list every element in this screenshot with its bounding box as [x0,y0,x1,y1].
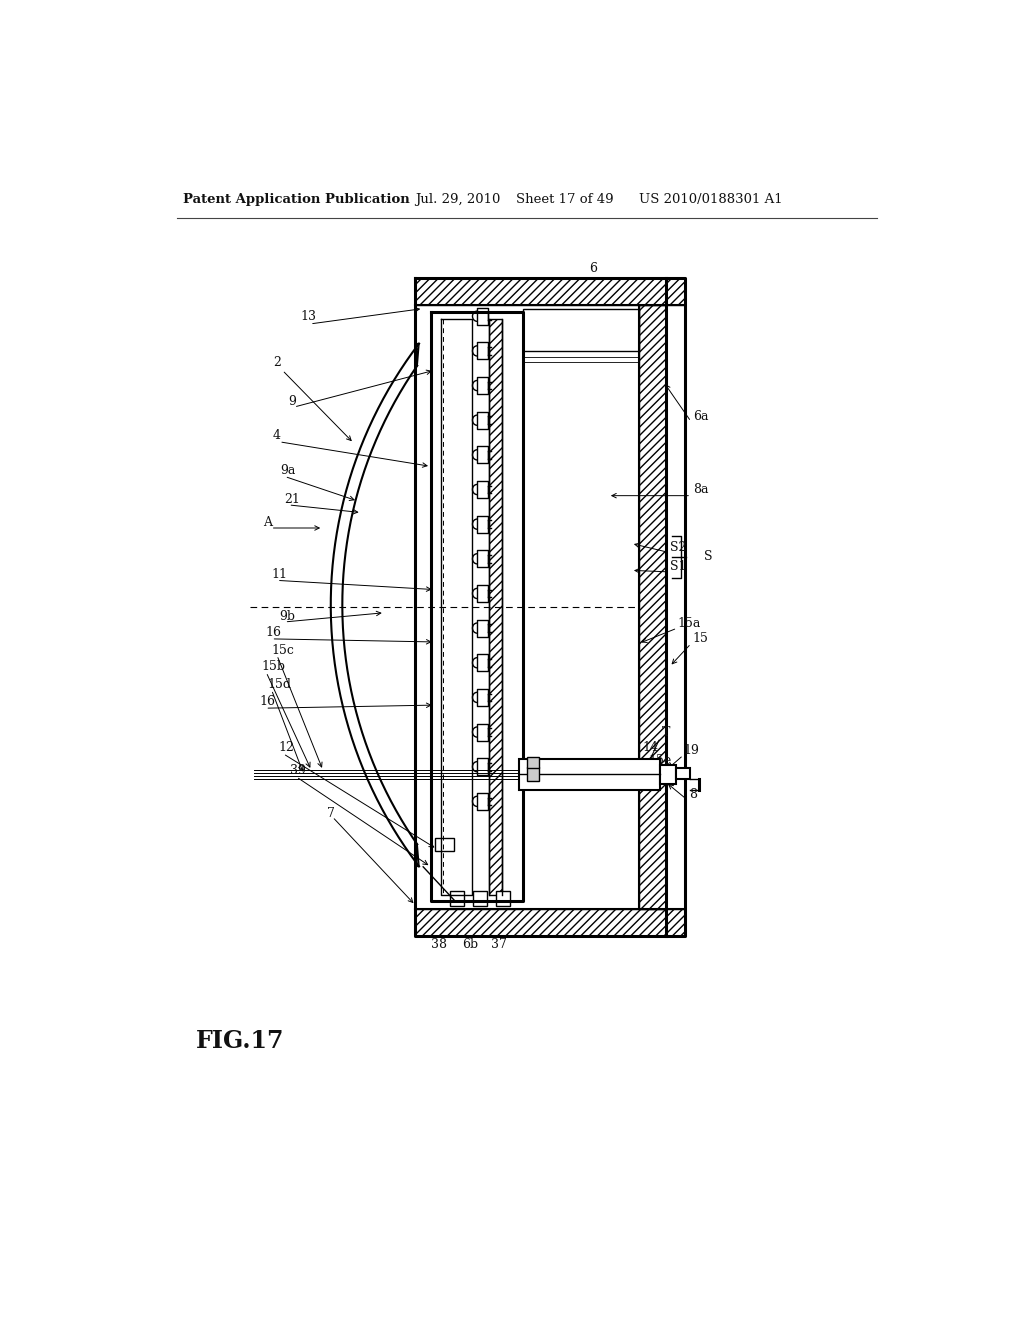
Bar [477,446,487,463]
Text: S: S [705,550,713,564]
Text: 15b: 15b [261,660,286,673]
Text: Sheet 17 of 49: Sheet 17 of 49 [515,193,613,206]
Bar [416,277,685,305]
Bar [477,793,487,810]
Text: A: A [263,516,272,529]
Text: 15: 15 [692,632,709,645]
Bar [477,480,487,498]
Bar [473,891,487,906]
Text: S1: S1 [670,561,686,573]
Bar [477,655,487,671]
Bar [477,619,487,636]
Bar [477,516,487,533]
Text: 14: 14 [643,742,658,754]
Bar [477,758,487,775]
Text: FIG.17: FIG.17 [196,1028,285,1053]
Text: S2: S2 [670,541,686,554]
Bar [477,585,487,602]
Bar [477,342,487,359]
Text: 15a: 15a [677,616,700,630]
Text: Patent Application Publication: Patent Application Publication [183,193,410,206]
Bar [477,308,487,325]
Text: 15d: 15d [267,678,292,692]
Text: 15e: 15e [649,755,672,767]
Bar [523,318,639,895]
Bar [660,766,676,784]
Text: 9b: 9b [280,610,295,623]
Text: 4: 4 [273,429,281,442]
Text: 12: 12 [279,742,294,754]
Text: 6a: 6a [692,411,709,424]
Bar [477,412,487,429]
Text: 16: 16 [260,696,275,708]
Bar [416,909,685,936]
Bar [523,309,639,351]
Text: 6b: 6b [462,937,478,950]
Text: 15c: 15c [271,644,294,656]
Text: 19: 19 [683,743,699,756]
Text: 21: 21 [285,494,300,507]
Bar [639,305,666,909]
Bar [435,838,454,851]
Bar [477,378,487,395]
Bar [477,550,487,568]
Text: 6: 6 [590,261,597,275]
Text: 9a: 9a [281,465,296,477]
Bar [519,759,660,789]
Text: 9: 9 [289,395,296,408]
Text: 16: 16 [265,626,282,639]
Bar [477,689,487,706]
Bar [676,768,689,779]
Bar [497,891,510,906]
Text: 38: 38 [431,937,446,950]
Text: 11: 11 [271,568,288,581]
Bar [527,758,539,768]
Text: US 2010/0188301 A1: US 2010/0188301 A1 [639,193,782,206]
Text: 8a: 8a [692,483,709,496]
Bar [527,767,539,780]
Text: 2: 2 [273,356,281,370]
Bar [451,891,464,906]
Text: 13: 13 [300,310,316,323]
Text: 39: 39 [290,764,306,777]
Text: 8: 8 [689,788,696,800]
Text: 37: 37 [490,937,507,950]
Text: 7: 7 [327,807,335,820]
Text: T: T [662,726,671,739]
Bar [489,318,502,895]
Bar [477,723,487,741]
Text: Jul. 29, 2010: Jul. 29, 2010 [416,193,501,206]
